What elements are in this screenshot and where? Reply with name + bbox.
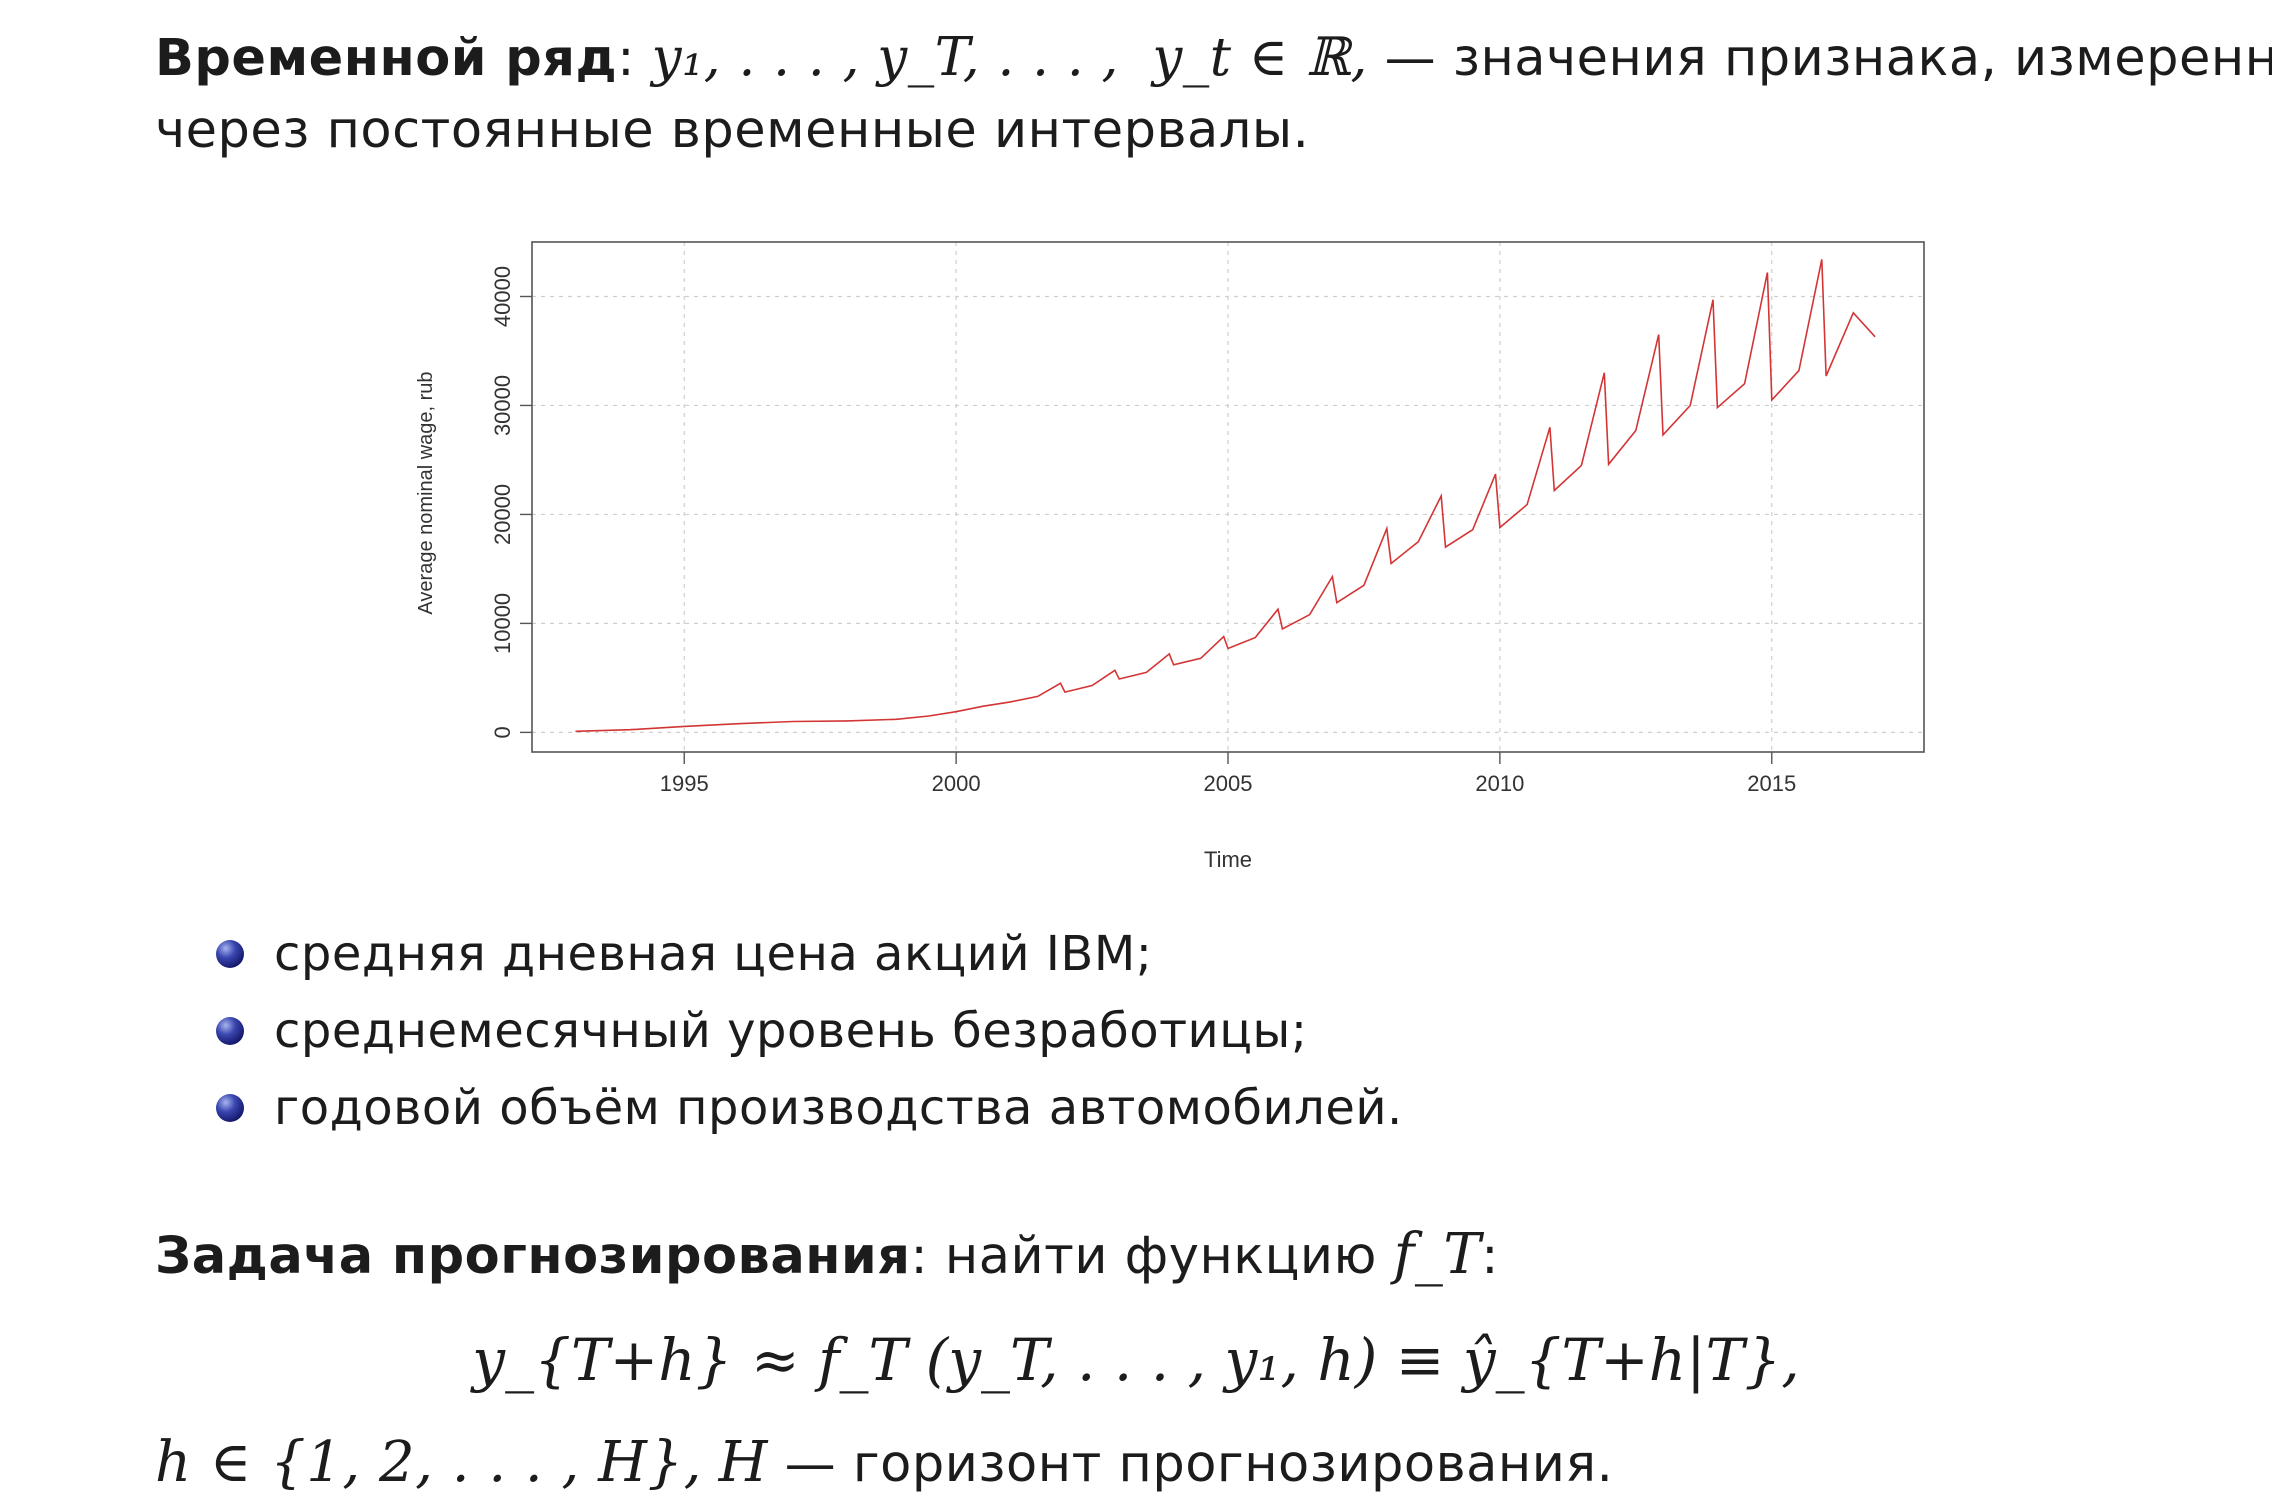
horizon-statement: h ∈ {1, 2, . . . , H}, H — горизонт прог…: [155, 1430, 1613, 1495]
y-tick-label-group: 10000: [490, 593, 515, 654]
sequence-math: y₁, . . . , y_T, . . . ,: [651, 27, 1119, 88]
task-text: : найти функцию: [910, 1227, 1377, 1286]
examples-list: средняя дневная цена акций IBM; среднеме…: [210, 915, 1403, 1146]
task-term: Задача прогнозирования: [155, 1227, 911, 1286]
y-ticks: 0 10000 20000 30000 40000: [490, 266, 532, 739]
definition-line-1: Временной ряд: y₁, . . . , y_T, . . . , …: [155, 22, 2272, 95]
bullet-icon: [216, 1016, 244, 1045]
y-tick-label-group: 30000: [490, 375, 515, 436]
wage-time-series-chart: Average nominal wage, rub 0 10000 20000 300…: [415, 241, 1925, 872]
horizon-text: — горизонт прогнозирования.: [784, 1435, 1614, 1494]
x-ticks: 1995 2000 2005 2010 2015: [660, 752, 1796, 796]
task-function-math: f_T: [1393, 1222, 1482, 1287]
plot-frame: [531, 241, 1925, 753]
x-tick-label: 1995: [660, 771, 709, 796]
x-tick-label: 2015: [1747, 771, 1796, 796]
definition-line-2: через постоянные временные интервалы.: [155, 101, 1310, 160]
grid-lines: [532, 242, 1924, 752]
task-colon: :: [1481, 1227, 1499, 1286]
list-item-text: средняя дневная цена акций IBM;: [274, 925, 1153, 982]
x-tick-label: 2010: [1475, 771, 1524, 796]
y-axis-label: Average nominal wage, rub: [415, 371, 437, 614]
list-item-text: годовой объём производства автомобилей.: [274, 1079, 1403, 1136]
bullet-icon: [216, 939, 244, 968]
y-tick-label: 30000: [490, 375, 515, 436]
list-item-text: среднемесячный уровень безработицы;: [274, 1002, 1308, 1059]
definition-paragraph: Временной ряд: y₁, . . . , y_T, . . . , …: [155, 22, 2272, 167]
y-tick-label-group: 40000: [490, 266, 515, 327]
definition-description: — значения признака, измеренные: [1384, 29, 2272, 88]
y-tick-label: 20000: [490, 484, 515, 545]
task-statement: Задача прогнозирования: найти функцию f_…: [155, 1222, 1499, 1287]
list-item: среднемесячный уровень безработицы;: [210, 992, 1403, 1069]
horizon-set-math: h ∈ {1, 2, . . . , H},: [155, 1430, 702, 1495]
y-tick-label-group: 0: [490, 726, 515, 738]
bullet-icon: [216, 1093, 244, 1122]
x-tick-label: 2005: [1204, 771, 1253, 796]
y-axis-label-group: Average nominal wage, rub: [415, 371, 437, 614]
y-tick-label: 10000: [490, 593, 515, 654]
list-item: средняя дневная цена акций IBM;: [210, 915, 1403, 992]
y-tick-label: 40000: [490, 266, 515, 327]
formula-math: y_{T+h} ≈ f_T (y_T, . . . , y₁, h) ≡ ŷ_{…: [472, 1326, 1800, 1394]
forecast-formula: y_{T+h} ≈ f_T (y_T, . . . , y₁, h) ≡ ŷ_{…: [0, 1326, 2272, 1394]
membership-math: y_t ∈ ℝ,: [1152, 27, 1368, 88]
series-line-wage: [575, 259, 1876, 733]
horizon-H-math: H: [718, 1430, 768, 1495]
definition-term: Временной ряд: [155, 29, 618, 88]
y-tick-label: 0: [490, 726, 515, 738]
x-tick-label: 2000: [932, 771, 981, 796]
list-item: годовой объём производства автомобилей.: [210, 1069, 1403, 1146]
y-tick-label-group: 20000: [490, 484, 515, 545]
x-axis-label: Time: [1204, 847, 1252, 872]
definition-colon: :: [617, 29, 635, 88]
